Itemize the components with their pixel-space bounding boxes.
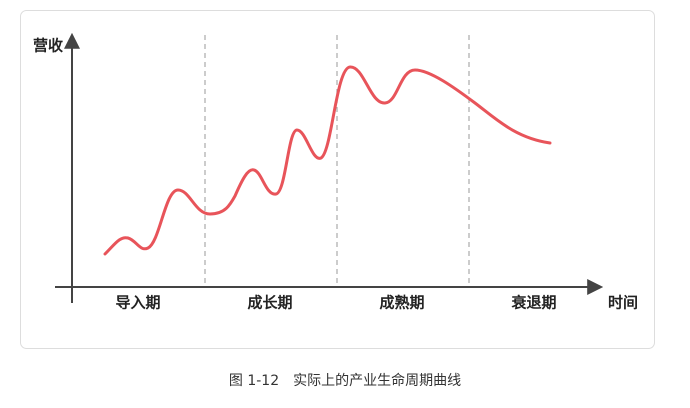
x-axis-label: 时间 <box>608 294 638 312</box>
lifecycle-curve <box>103 65 552 256</box>
stage-label: 导入期 <box>115 294 160 312</box>
y-axis-label: 营收 <box>33 37 63 55</box>
stage-label: 成熟期 <box>379 294 424 312</box>
caption: 图 1-12 实际上的产业生命周期曲线 <box>229 372 461 389</box>
stage-label: 成长期 <box>247 294 292 312</box>
stage-dividers <box>204 35 470 287</box>
stage-label: 衰退期 <box>510 294 556 312</box>
